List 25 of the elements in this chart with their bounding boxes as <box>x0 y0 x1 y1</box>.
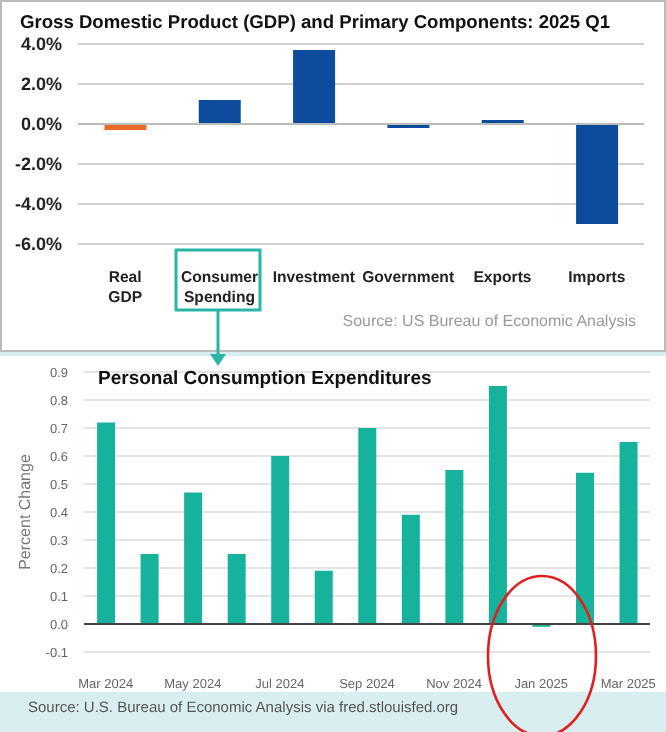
bar <box>271 456 290 624</box>
y-tick-label: -2.0% <box>14 154 62 175</box>
bar <box>576 124 619 224</box>
y-tick-label: 4.0% <box>20 34 62 55</box>
bar <box>314 570 333 624</box>
source-note: Source: US Bureau of Economic Analysis <box>340 312 638 330</box>
chart-title: Personal Consumption Expenditures <box>98 368 432 390</box>
bar <box>227 554 246 624</box>
y-tick-label: 2.0% <box>20 74 62 95</box>
y-tick-label: 0.0% <box>20 114 62 135</box>
chart-title: Gross Domestic Product (GDP) and Primary Components: 2025 Q1 <box>20 12 612 32</box>
bar <box>358 428 377 624</box>
y-axis-title: Percent Change <box>15 453 34 570</box>
y-tick-label: -6.0% <box>14 234 62 255</box>
bar <box>445 470 464 624</box>
bar <box>293 50 336 124</box>
y-tick-label: -4.0% <box>14 194 62 215</box>
bar <box>619 442 638 624</box>
bar <box>198 100 241 124</box>
bar <box>575 472 594 624</box>
bar <box>184 492 203 624</box>
bar <box>97 422 116 624</box>
bar <box>488 386 507 624</box>
bar <box>140 554 159 624</box>
bar <box>401 514 420 624</box>
